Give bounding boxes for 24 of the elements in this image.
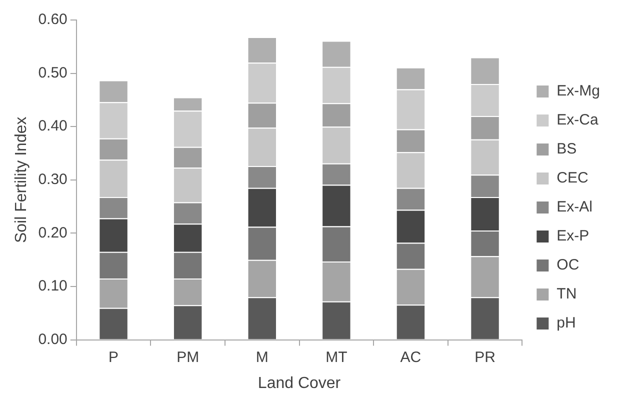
y-tick-label: 0.60 (38, 11, 68, 28)
y-tick-label: 0.50 (38, 64, 68, 82)
x-tick-label: M (256, 348, 268, 366)
y-tick-label: 0.40 (38, 118, 68, 135)
legend-label: Ex-Mg (556, 82, 600, 100)
legend-label: CEC (556, 170, 588, 187)
y-tick-label: 0.20 (38, 224, 68, 242)
x-tick-label: PM (176, 348, 200, 366)
legend-label: Ex-Al (556, 198, 593, 216)
x-tick-label: AC (400, 348, 422, 366)
legend-label: TN (556, 286, 577, 303)
y-tick-label: 0.10 (38, 278, 68, 295)
legend-label: OC (556, 256, 580, 274)
x-tick-label: MT (326, 348, 348, 366)
legend-label: Ex-Ca (556, 112, 599, 129)
y-tick-label: 0.00 (38, 330, 68, 348)
legend-label: BS (556, 140, 577, 158)
y-axis-title: Soil Fertility Index (13, 116, 30, 244)
x-tick-label: P (108, 348, 119, 366)
legend-label: pH (556, 314, 576, 332)
y-tick-label: 0.30 (38, 171, 68, 188)
x-tick-label: PR (474, 348, 496, 366)
x-axis-title: Land Cover (258, 374, 342, 392)
legend-label: Ex-P (556, 228, 590, 245)
